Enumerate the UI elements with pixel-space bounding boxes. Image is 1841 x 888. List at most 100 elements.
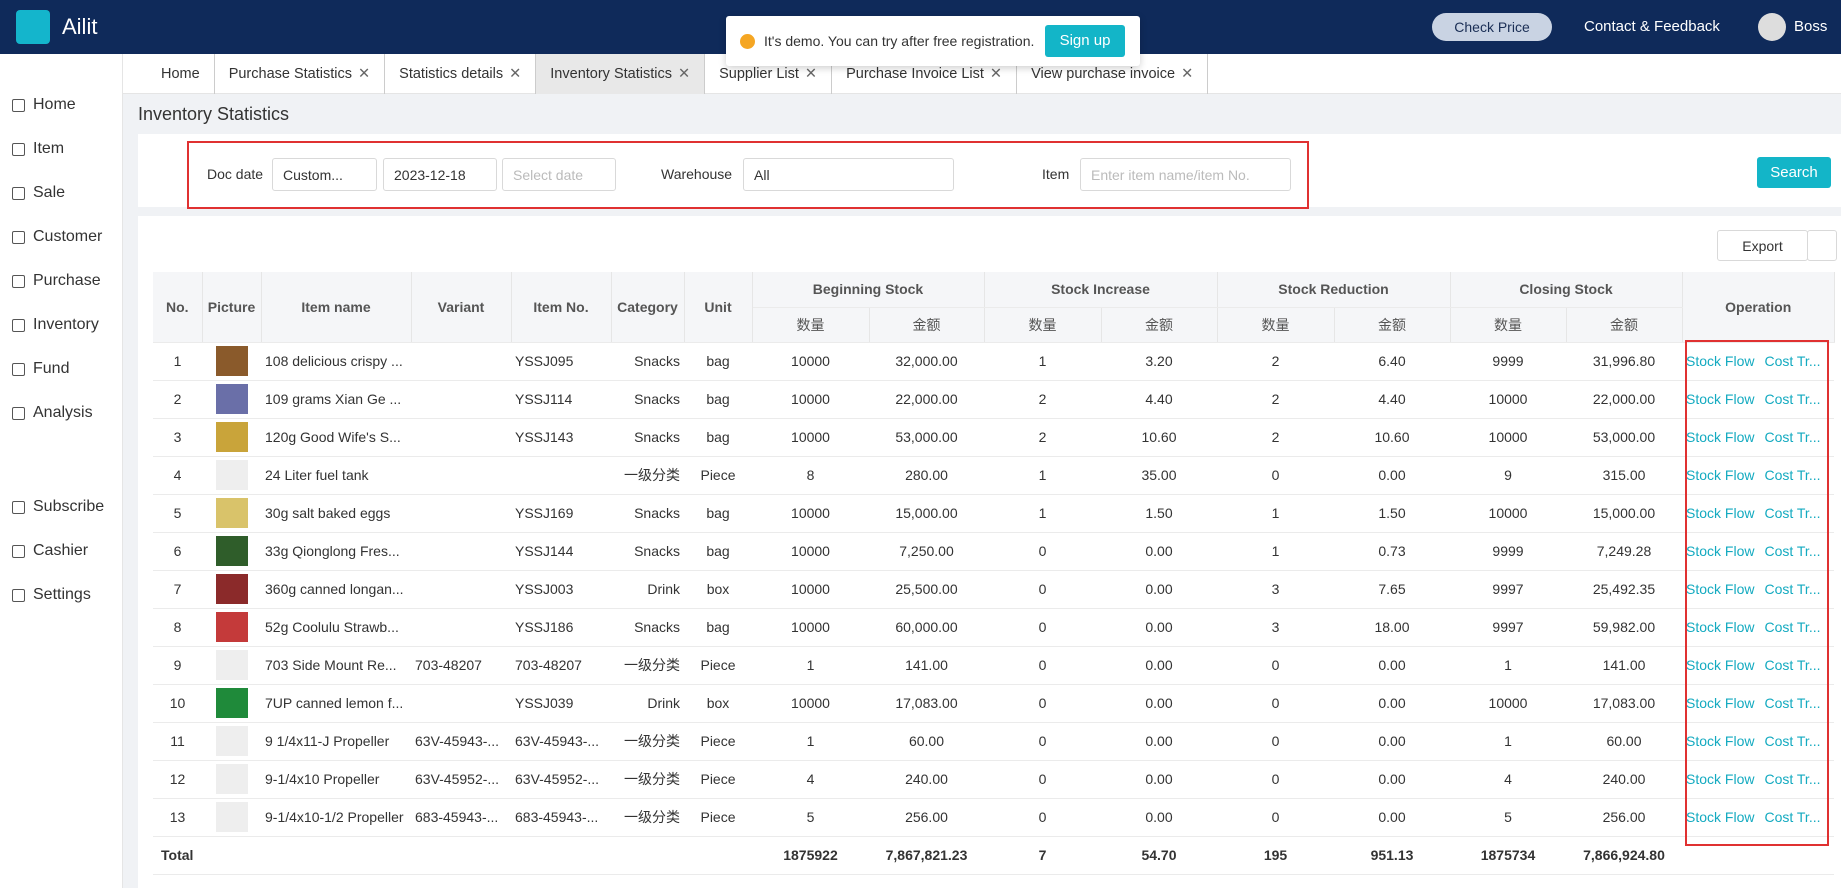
operation-link[interactable]: Stock Flow <box>1686 505 1755 521</box>
operation-link[interactable]: Stock Flow <box>1686 467 1755 483</box>
operation-link[interactable]: Cost Tr... <box>1764 619 1821 635</box>
cell: 10000 <box>1450 380 1566 419</box>
text-input[interactable]: Enter item name/item No. <box>1080 158 1291 191</box>
operation-link[interactable]: Cost Tr... <box>1764 391 1821 407</box>
brand: Ailit <box>62 14 98 39</box>
cell: 109 grams Xian Ge ... <box>261 380 411 419</box>
tab-close[interactable]: ✕ <box>989 65 1003 82</box>
table-row: 6 33g Qionglong Fres... YSSJ144 Snacks bag 10… <box>153 532 1835 571</box>
date-input[interactable]: 2023-12-18 <box>383 158 497 191</box>
operation-link[interactable]: Stock Flow <box>1686 733 1755 749</box>
cell: 1 <box>984 494 1101 533</box>
operation-link[interactable]: Stock Flow <box>1686 695 1755 711</box>
cell: 25,500.00 <box>869 570 984 609</box>
cell: bag <box>684 380 752 419</box>
header-row: 数量 金额 数量 金额 数量 金额 数量 金额 <box>153 307 1834 343</box>
menu-item[interactable]: Item <box>0 127 122 171</box>
tab[interactable]: Purchase Invoice List ✕ <box>832 53 1018 94</box>
total-cell: 7,867,821.23 <box>869 836 984 875</box>
menu-label: Settings <box>33 586 91 603</box>
operation-link[interactable]: Cost Tr... <box>1764 505 1821 521</box>
operation-link[interactable]: Stock Flow <box>1686 429 1755 445</box>
operation-link[interactable]: Cost Tr... <box>1764 353 1821 369</box>
export-menu[interactable] <box>1807 230 1837 261</box>
menu-item[interactable]: Purchase <box>0 259 122 303</box>
operation-link[interactable]: Stock Flow <box>1686 391 1755 407</box>
operation-link[interactable]: Stock Flow <box>1686 619 1755 635</box>
menu-item[interactable]: Sale <box>0 171 122 215</box>
signup[interactable]: Sign up <box>1045 25 1125 57</box>
operation-link[interactable]: Cost Tr... <box>1764 657 1821 673</box>
user[interactable]: Boss <box>1794 18 1828 35</box>
cell: 0.00 <box>1101 760 1217 799</box>
cell: Piece <box>684 798 752 837</box>
item-picture <box>215 346 248 376</box>
operation-link[interactable]: Stock Flow <box>1686 809 1755 825</box>
operation-link[interactable]: Cost Tr... <box>1764 695 1821 711</box>
menu-item[interactable]: Analysis <box>0 391 122 435</box>
tab-close[interactable]: ✕ <box>677 65 691 82</box>
cell: YSSJ095 <box>511 342 611 381</box>
date-input[interactable]: Select date <box>502 158 616 191</box>
operation-cell: Stock Flow Cost Tr... <box>1682 760 1835 799</box>
menu-item[interactable]: Cashier <box>0 529 122 573</box>
picture-cell <box>202 456 261 495</box>
operation-link[interactable]: Cost Tr... <box>1764 733 1821 749</box>
operation-link[interactable]: Cost Tr... <box>1764 467 1821 483</box>
operation-link[interactable]: Cost Tr... <box>1764 771 1821 787</box>
operation-link[interactable]: Cost Tr... <box>1764 543 1821 559</box>
cell: 30g salt baked eggs <box>261 494 411 533</box>
tab[interactable]: Inventory Statistics ✕ <box>536 53 706 94</box>
menu-item[interactable]: Home <box>0 83 122 127</box>
menu-item[interactable]: Settings <box>0 573 122 617</box>
operation-link[interactable]: Cost Tr... <box>1764 809 1821 825</box>
table-row: 7 360g canned longan... YSSJ003 Drink box 100… <box>153 570 1835 609</box>
table-row: 4 24 Liter fuel tank 一级分类 Piece 8 280.00 1 35.0… <box>153 456 1835 495</box>
tab[interactable]: View purchase invoice ✕ <box>1017 53 1209 94</box>
table-row: 8 52g Coolulu Strawb... YSSJ186 Snacks bag 10… <box>153 608 1835 647</box>
operation-link[interactable]: Cost Tr... <box>1764 429 1821 445</box>
check-price[interactable]: Check Price <box>1432 13 1552 41</box>
total-cell: 951.13 <box>1334 836 1450 875</box>
tab-close[interactable]: ✕ <box>804 65 818 82</box>
tab-close[interactable]: ✕ <box>509 65 522 82</box>
sub-header: 金额 <box>1566 307 1683 343</box>
menu-item[interactable]: Inventory <box>0 303 122 347</box>
operation-link[interactable]: Cost Tr... <box>1764 581 1821 597</box>
cell: 10.60 <box>1101 418 1217 457</box>
operation-link[interactable]: Stock Flow <box>1686 581 1755 597</box>
contact[interactable]: Contact & Feedback <box>1584 18 1720 35</box>
cell: YSSJ186 <box>511 608 611 647</box>
menu-item[interactable]: Customer <box>0 215 122 259</box>
table-row: 10 7UP canned lemon f... YSSJ039 Drink box 10… <box>153 684 1835 723</box>
tab[interactable]: Purchase Statistics ✕ <box>215 53 386 94</box>
menu-item[interactable]: Subscribe <box>0 485 122 529</box>
table-row: 5 30g salt baked eggs YSSJ169 Snacks bag 1000… <box>153 494 1835 533</box>
cell: 10000 <box>752 570 869 609</box>
table-row: 3 120g Good Wife's S... YSSJ143 Snacks bag 10… <box>153 418 1835 457</box>
header-row: No. Picture Item name Variant Item No. Catego… <box>153 272 1835 343</box>
tab[interactable]: Statistics details ✕ <box>385 53 537 94</box>
export-button[interactable]: Export <box>1717 230 1808 261</box>
cell: 0 <box>984 798 1101 837</box>
tab[interactable]: Home <box>147 53 215 94</box>
tab-close[interactable]: ✕ <box>358 65 371 82</box>
menu-label: Inventory <box>33 316 99 333</box>
select[interactable]: Custom... <box>272 158 377 191</box>
total-cell <box>1682 836 1835 875</box>
cell: 0.00 <box>1101 684 1217 723</box>
total-cell: 54.70 <box>1101 836 1217 875</box>
cell: 7,249.28 <box>1566 532 1682 571</box>
tab-close[interactable]: ✕ <box>1181 65 1194 82</box>
search-button[interactable]: Search <box>1757 157 1831 188</box>
cell: Drink <box>611 684 684 723</box>
select[interactable]: All <box>743 158 954 191</box>
operation-link[interactable]: Stock Flow <box>1686 543 1755 559</box>
operation-link[interactable]: Stock Flow <box>1686 771 1755 787</box>
operation-link[interactable]: Stock Flow <box>1686 657 1755 673</box>
operation-link[interactable]: Stock Flow <box>1686 353 1755 369</box>
menu-item[interactable]: Fund <box>0 347 122 391</box>
cell: YSSJ003 <box>511 570 611 609</box>
tab[interactable]: Supplier List ✕ <box>705 53 833 94</box>
cell <box>411 380 511 419</box>
